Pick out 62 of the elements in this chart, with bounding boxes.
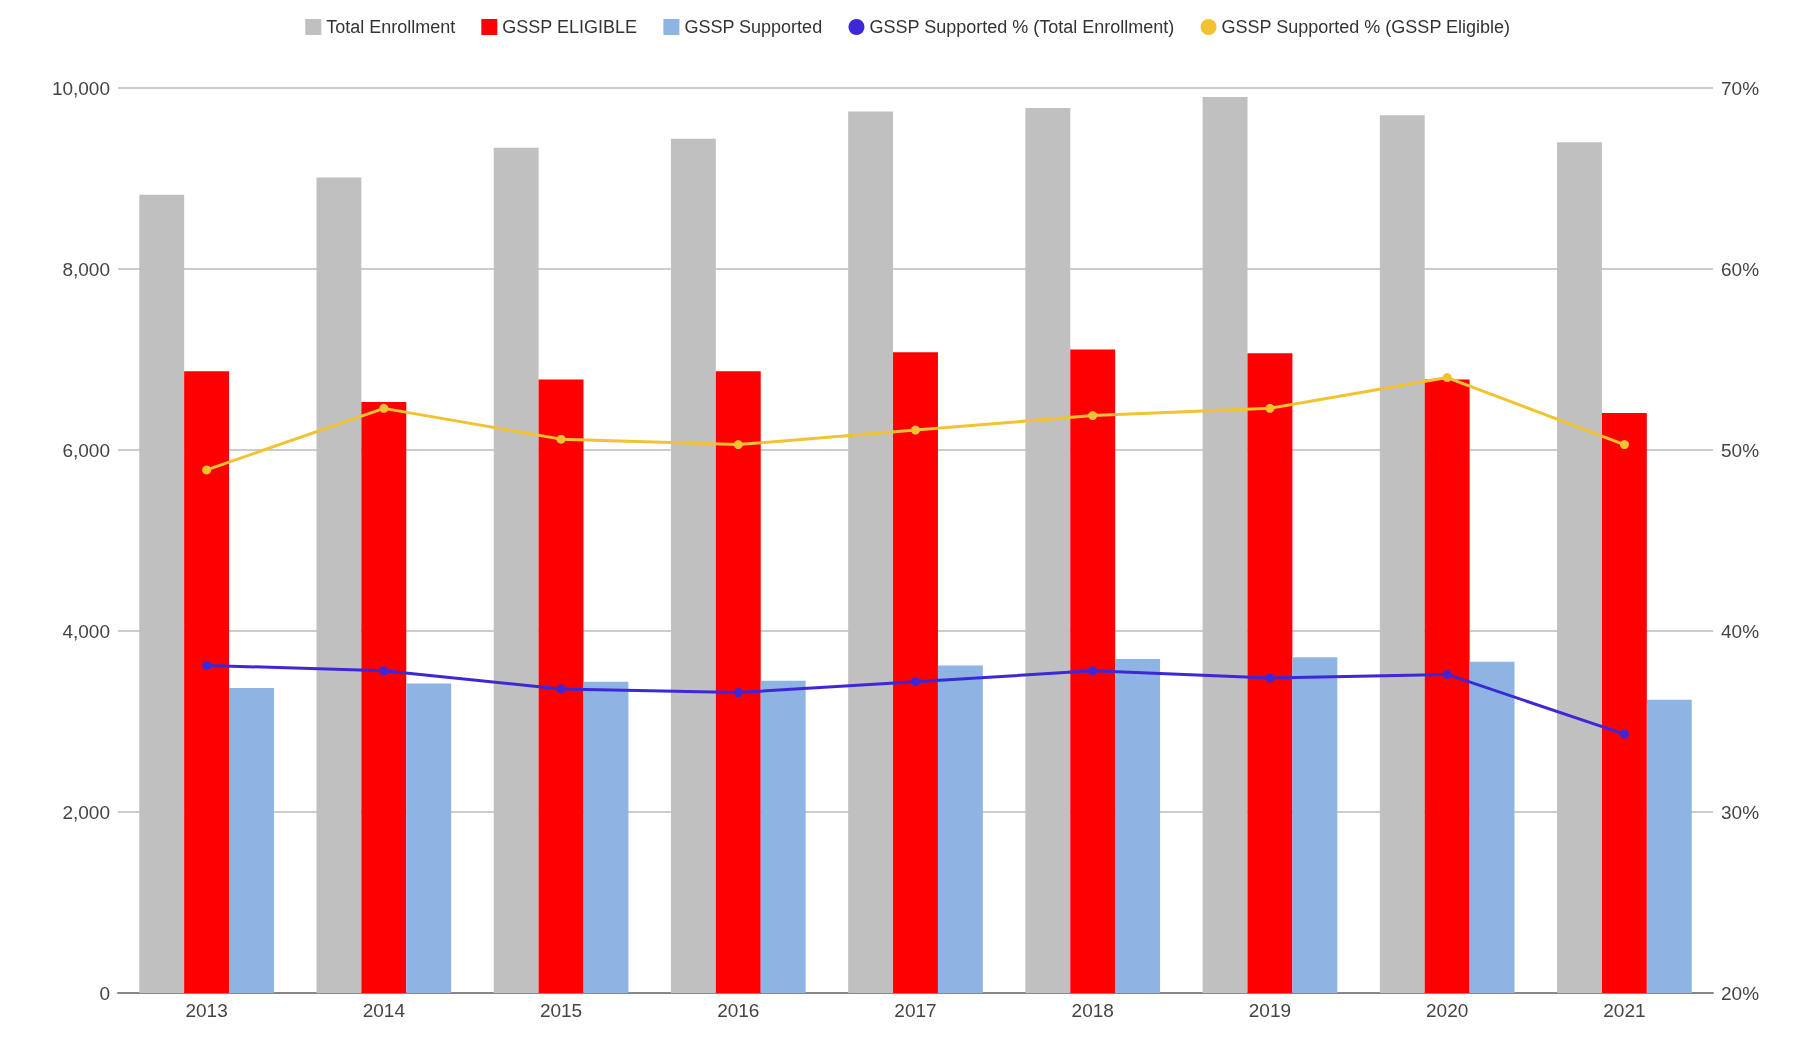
- bar: [1646, 699, 1692, 993]
- bar: [229, 688, 274, 993]
- bar: [538, 379, 584, 993]
- y-tick-label: 2,000: [62, 801, 110, 823]
- y2-tick-label: 50%: [1721, 439, 1760, 461]
- point: [556, 684, 566, 694]
- bar: [583, 681, 629, 993]
- point: [1619, 440, 1629, 450]
- point: [1442, 373, 1452, 383]
- point: [556, 434, 566, 444]
- x-tick-label: 2018: [1071, 1000, 1114, 1021]
- bar: [893, 352, 938, 993]
- legend-label: GSSP Supported: [684, 17, 823, 37]
- point: [911, 677, 920, 687]
- y2-tick-label: 60%: [1721, 258, 1760, 280]
- point: [911, 425, 920, 435]
- legend-label: GSSP Supported % (GSSP Eligible): [1221, 17, 1511, 37]
- y2-tick-label: 30%: [1721, 801, 1760, 823]
- y2-tick-label: 20%: [1721, 982, 1760, 1004]
- bar: [1247, 353, 1293, 993]
- point: [1619, 729, 1629, 739]
- y-tick-label: 4,000: [62, 620, 110, 642]
- y-tick-label: 10,000: [51, 77, 110, 99]
- x-tick-label: 2015: [539, 1000, 583, 1021]
- point: [379, 403, 389, 413]
- bar: [1601, 412, 1647, 993]
- bar: [937, 665, 983, 993]
- bar: [1115, 659, 1161, 993]
- y2-tick-label: 70%: [1721, 77, 1760, 99]
- y-tick-label: 6,000: [62, 439, 110, 461]
- point: [733, 688, 743, 698]
- bar: [760, 680, 806, 993]
- bar: [361, 402, 407, 993]
- legend-label: GSSP ELIGIBLE: [502, 17, 638, 37]
- x-tick-label: 2017: [894, 1000, 937, 1021]
- legend-label: Total Enrollment: [326, 17, 456, 37]
- x-tick-label: 2021: [1603, 1000, 1646, 1021]
- point: [1442, 669, 1452, 679]
- bar: [1469, 661, 1515, 993]
- point: [379, 666, 389, 676]
- point: [1265, 403, 1275, 413]
- point: [1265, 673, 1275, 683]
- bar: [184, 371, 230, 993]
- x-tick-label: 2016: [717, 1000, 760, 1021]
- x-tick-label: 2020: [1426, 1000, 1469, 1021]
- point: [202, 660, 212, 670]
- point: [1088, 666, 1098, 676]
- point: [1088, 411, 1098, 421]
- bar: [406, 683, 452, 993]
- bar: [1070, 349, 1116, 993]
- bar: [715, 371, 761, 993]
- y-tick-label: 0: [99, 982, 110, 1004]
- bar: [1292, 657, 1338, 993]
- y2-tick-label: 40%: [1721, 620, 1760, 642]
- x-tick-label: 2014: [362, 1000, 406, 1021]
- point: [202, 465, 212, 475]
- legend-label: GSSP Supported % (Total Enrollment): [869, 17, 1175, 37]
- point: [733, 440, 743, 450]
- x-tick-label: 2019: [1248, 1000, 1292, 1021]
- bar: [1424, 379, 1470, 993]
- x-tick-label: 2013: [185, 1000, 228, 1021]
- y-tick-label: 8,000: [62, 258, 110, 280]
